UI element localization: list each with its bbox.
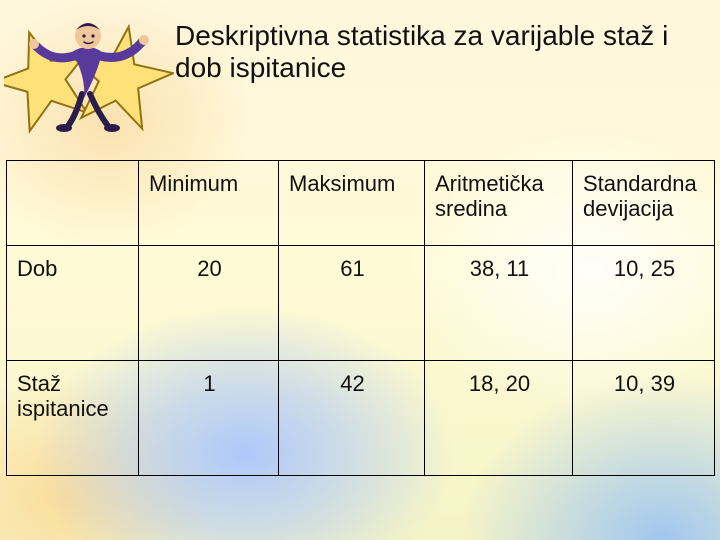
table-row: Staž ispitanice 1 42 18, 20 10, 39 xyxy=(7,361,715,476)
slide-title: Deskriptivna statistika za varijable sta… xyxy=(175,20,695,84)
table-header-row: Minimum Maksimum Aritmetička sredina Sta… xyxy=(7,161,715,246)
table-row: Dob 20 61 38, 11 10, 25 xyxy=(7,246,715,361)
cell-min: 1 xyxy=(139,361,279,476)
col-header-sd: Standardna devijacija xyxy=(573,161,715,246)
stats-table: Minimum Maksimum Aritmetička sredina Sta… xyxy=(6,160,715,476)
cell-mean: 38, 11 xyxy=(425,246,573,361)
cell-mean: 18, 20 xyxy=(425,361,573,476)
slide: { "title": "Deskriptivna statistika za v… xyxy=(0,0,720,540)
col-header-max: Maksimum xyxy=(279,161,425,246)
row-label: Dob xyxy=(7,246,139,361)
col-header-min: Minimum xyxy=(139,161,279,246)
col-header-mean: Aritmetička sredina xyxy=(425,161,573,246)
cell-max: 61 xyxy=(279,246,425,361)
col-header-blank xyxy=(7,161,139,246)
cell-sd: 10, 39 xyxy=(573,361,715,476)
row-label: Staž ispitanice xyxy=(7,361,139,476)
cell-min: 20 xyxy=(139,246,279,361)
cell-max: 42 xyxy=(279,361,425,476)
cell-sd: 10, 25 xyxy=(573,246,715,361)
decor-figure-stars xyxy=(4,6,174,136)
